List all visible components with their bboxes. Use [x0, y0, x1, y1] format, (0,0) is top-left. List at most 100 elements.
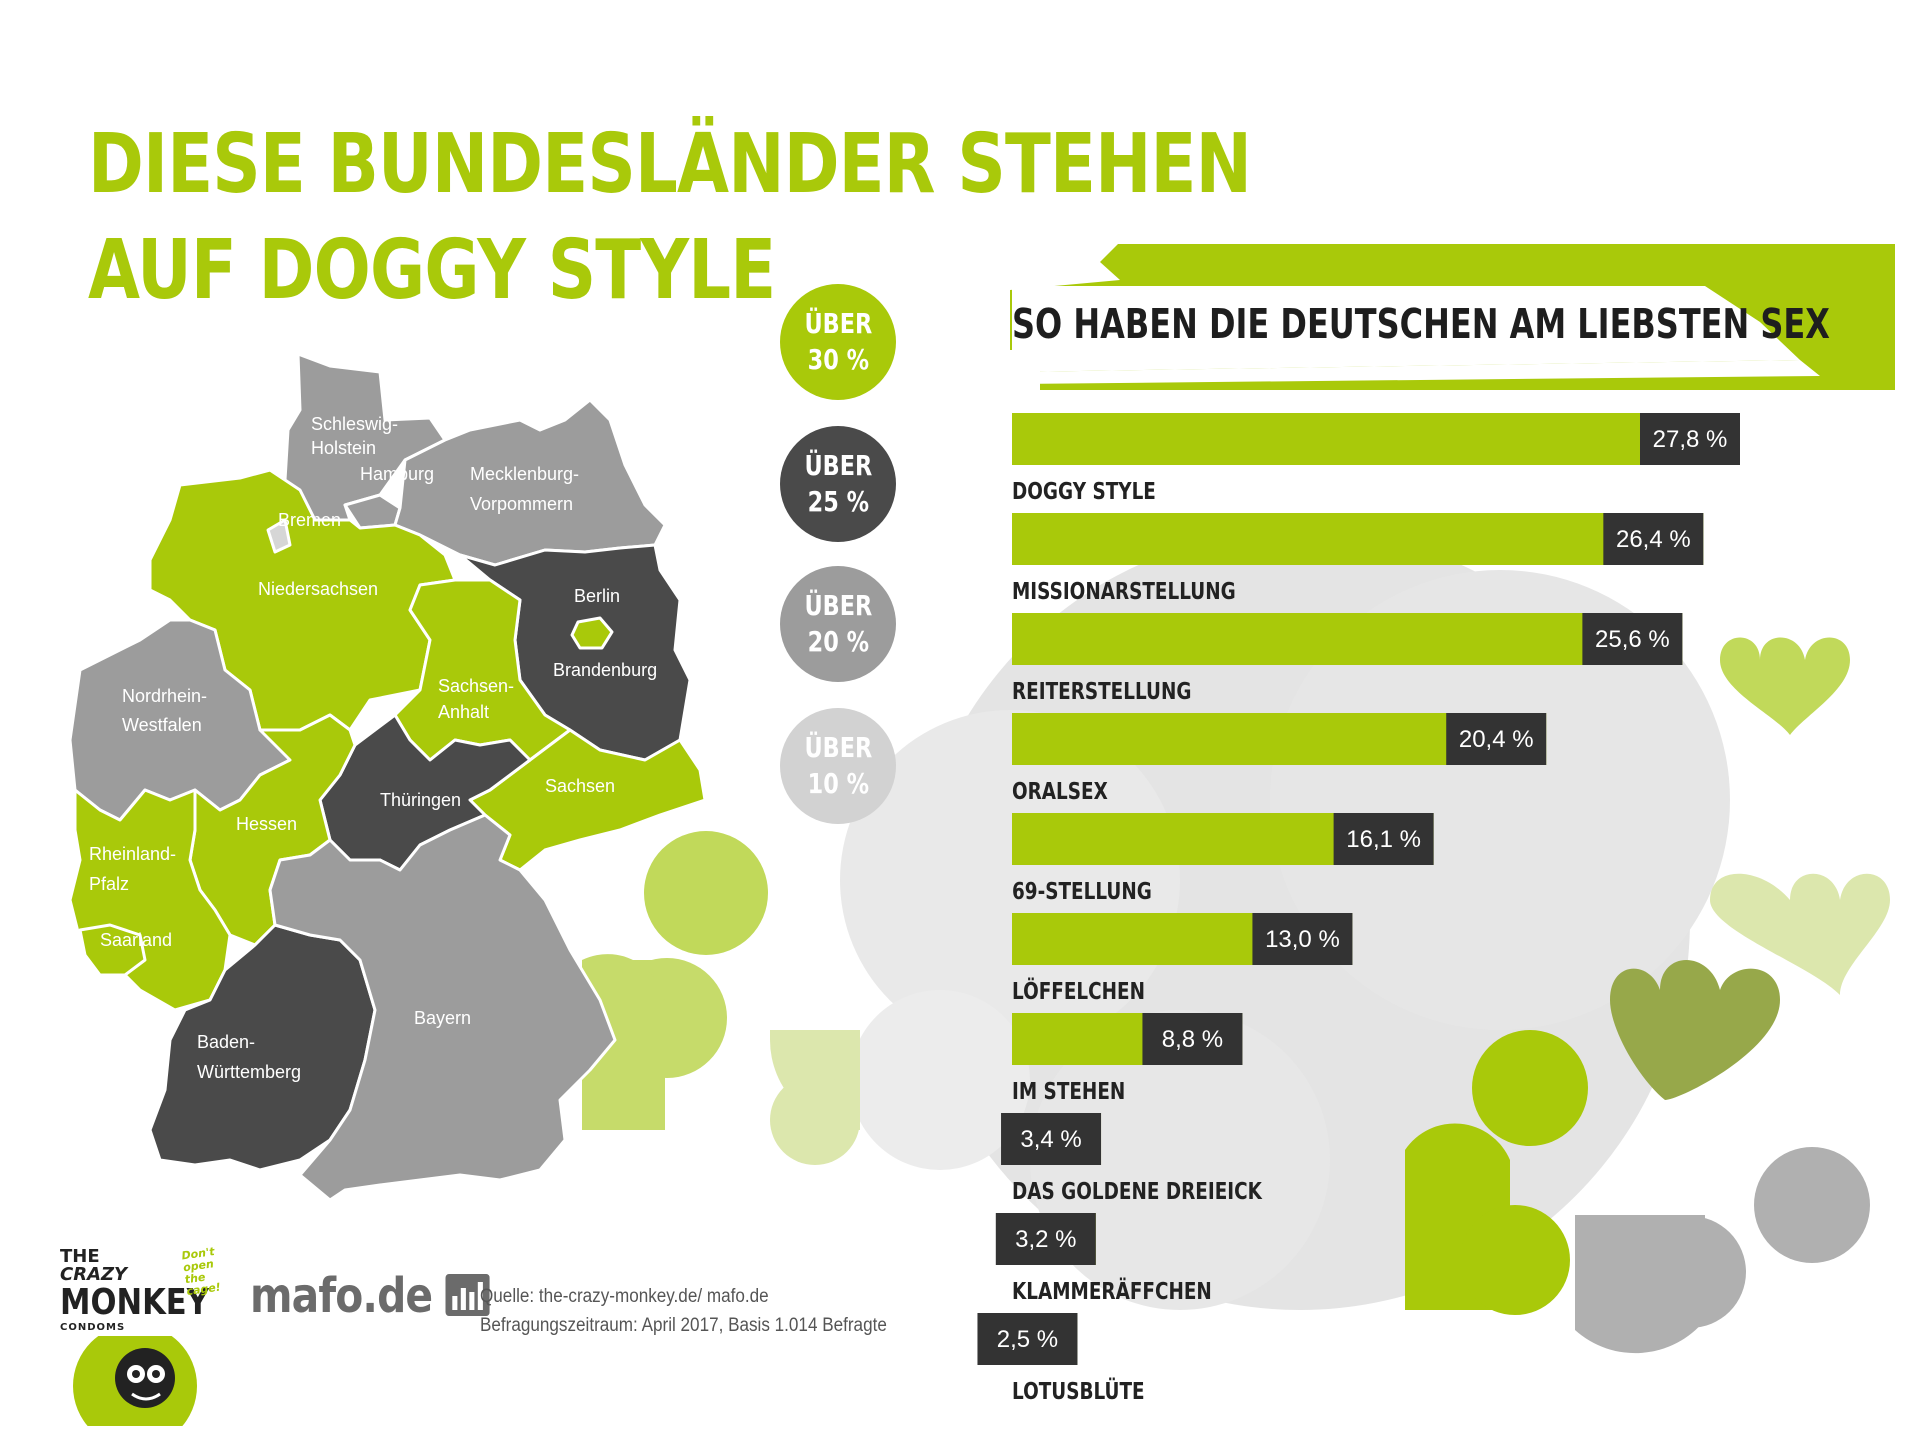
- data-label: 3,4 %: [1020, 1126, 1081, 1153]
- value-box: [1640, 413, 1740, 465]
- map-label: Hessen: [236, 814, 297, 834]
- map-label: Württemberg: [197, 1062, 301, 1082]
- legend-label: ÜBER: [804, 731, 872, 764]
- monkey-the: THE: [60, 1246, 100, 1267]
- data-label: 3,2 %: [1015, 1226, 1076, 1253]
- category-label: ORALSEX: [1012, 779, 1108, 805]
- bar-chart-icon: [445, 1274, 490, 1316]
- data-label: 16,1 %: [1346, 826, 1421, 853]
- value-box: [1001, 1113, 1102, 1165]
- legend-label: ÜBER: [804, 449, 872, 482]
- mafo-text: mafo.de: [250, 1268, 433, 1324]
- monkey-crazy: CRAZY: [60, 1264, 128, 1285]
- map-label: Hamburg: [360, 464, 434, 484]
- legend-value: 20 %: [807, 625, 869, 658]
- value-box: [995, 1213, 1096, 1265]
- legend-item: ÜBER 10 %: [780, 708, 896, 824]
- category-label: LÖFFELCHEN: [1012, 979, 1146, 1005]
- deco-heart-icon: [1720, 637, 1850, 735]
- legend-value: 10 %: [807, 767, 869, 800]
- map-label: Vorpommern: [470, 494, 573, 514]
- map-label: Mecklenburg-: [470, 464, 579, 484]
- title-brush: [1010, 244, 1895, 390]
- crazy-monkey-logo: THE CRAZY MONKEY CONDOMS Don't open the …: [60, 1245, 221, 1426]
- state-mecklenburg: [393, 398, 667, 567]
- category-label: REITERSTELLUNG: [1012, 679, 1192, 705]
- legend-item: ÜBER 20 %: [780, 566, 896, 682]
- data-label: 8,8 %: [1162, 1026, 1223, 1053]
- monkey-small: CONDOMS: [60, 1322, 126, 1333]
- headline-line-2: AUF DOGGY STYLE: [88, 223, 776, 318]
- state-bayern: [268, 813, 617, 1202]
- map-label: Pfalz: [89, 874, 129, 894]
- legend-value: 30 %: [807, 343, 869, 376]
- map-label: Thüringen: [380, 790, 461, 810]
- mafo-logo: mafo.de: [250, 1268, 490, 1324]
- map-label: Bremen: [278, 510, 341, 530]
- legend-item: ÜBER 30 %: [780, 284, 896, 400]
- legend-value: 25 %: [807, 485, 869, 518]
- value-box: [1582, 613, 1683, 665]
- source-note: Quelle: the-crazy-monkey.de/ mafo.de Bef…: [480, 1282, 887, 1340]
- deco-heart-icon: [1610, 960, 1780, 1100]
- category-label: MISSIONARSTELLUNG: [1012, 579, 1236, 605]
- category-label: 69-STELLUNG: [1012, 879, 1152, 905]
- legend-item: ÜBER 25 %: [780, 426, 896, 542]
- map-label: Bayern: [414, 1008, 471, 1028]
- map-label: Saarland: [100, 930, 172, 950]
- legend-label: ÜBER: [804, 307, 872, 340]
- state-berlin: [570, 616, 614, 650]
- category-label: IM STEHEN: [1012, 1079, 1126, 1105]
- value-box: [1142, 1013, 1243, 1065]
- map-label: Berlin: [574, 586, 620, 606]
- chart-title: SO HABEN DIE DEUTSCHEN AM LIEBSTEN SEX: [1012, 300, 1830, 348]
- map-label: Nordrhein-: [122, 686, 207, 706]
- data-label: 20,4 %: [1459, 726, 1534, 753]
- value-box: [977, 1313, 1078, 1365]
- map-label: Sachsen-: [438, 676, 514, 696]
- data-label: 2,5 %: [997, 1326, 1058, 1353]
- map-label: Holstein: [311, 438, 376, 458]
- map-label: Westfalen: [122, 715, 202, 735]
- map-label: Brandenburg: [553, 660, 657, 680]
- value-box: [1446, 713, 1547, 765]
- value-box: [1333, 813, 1434, 865]
- headline: DIESE BUNDESLÄNDER STEHEN AUF DOGGY STYL…: [88, 112, 1252, 324]
- map-label: Anhalt: [438, 702, 489, 722]
- state-saarland: [78, 923, 147, 977]
- map-label: Rheinland-: [89, 844, 176, 864]
- deco-heart-icon: [1710, 873, 1890, 995]
- data-label: 26,4 %: [1616, 526, 1691, 553]
- bar: [1012, 413, 1740, 465]
- map-label: Niedersachsen: [258, 579, 378, 599]
- bar: [1012, 613, 1683, 665]
- category-label: LOTUSBLÜTE: [1012, 1379, 1145, 1405]
- source-line-1: Quelle: the-crazy-monkey.de/ mafo.de: [480, 1286, 769, 1307]
- headline-line-1: DIESE BUNDESLÄNDER STEHEN: [88, 117, 1252, 212]
- monkey-face-icon: [73, 1336, 197, 1426]
- map-label: Baden-: [197, 1032, 255, 1052]
- map-label: Schleswig-: [311, 414, 398, 434]
- deco-circle-icon: [644, 831, 768, 955]
- tagline-2: the cage!: [184, 1270, 222, 1299]
- bar: [1012, 513, 1704, 565]
- source-line-2: Befragungszeitraum: April 2017, Basis 1.…: [480, 1315, 887, 1336]
- monkey-big: MONKEY: [60, 1282, 209, 1323]
- category-label: KLAMMERÄFFCHEN: [1012, 1279, 1212, 1305]
- category-label: DOGGY STYLE: [1012, 479, 1156, 505]
- monkey-tagline: Don't open the cage!: [181, 1245, 222, 1299]
- map-label: Sachsen: [545, 776, 615, 796]
- state-bremen: [266, 518, 292, 554]
- map-labels: Schleswig- Holstein Hamburg Mecklenburg-…: [89, 414, 657, 1082]
- category-label: DAS GOLDENE DREIEICK: [1012, 1179, 1262, 1205]
- data-label: 27,8 %: [1653, 426, 1728, 453]
- value-box: [1603, 513, 1704, 565]
- legend-label: ÜBER: [804, 589, 872, 622]
- germany-map: [68, 352, 707, 1202]
- data-label: 13,0 %: [1265, 926, 1340, 953]
- data-label: 25,6 %: [1595, 626, 1670, 653]
- value-box: [1252, 913, 1353, 965]
- decorative-shapes: [582, 637, 1890, 1354]
- bar-chart: 27,8 % 26,4 % 25,6 % 20,4 % 16,1 % 13,0 % 8,8 …: [977, 413, 1740, 1365]
